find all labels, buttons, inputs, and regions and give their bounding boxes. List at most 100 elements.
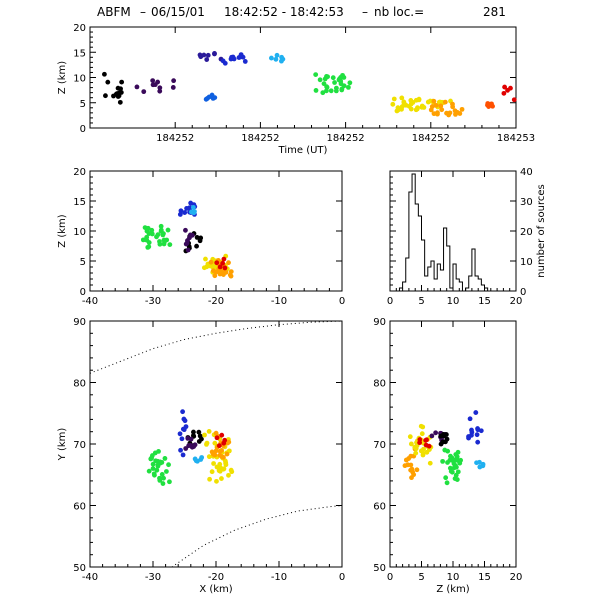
x_z-ytick-label: 10 bbox=[73, 227, 86, 238]
plan_view-source-point bbox=[212, 440, 218, 446]
title-time-range: 18:42:52 - 18:42:53 bbox=[224, 5, 344, 19]
z_y-source-point bbox=[440, 458, 446, 464]
plan_view-source-point bbox=[224, 451, 230, 457]
x_z-source-point bbox=[184, 206, 189, 211]
time_height-xtick-label: 184252 bbox=[327, 133, 365, 144]
time_height-source-point bbox=[150, 82, 156, 88]
time_height-source-point bbox=[273, 56, 279, 62]
x_z-source-point bbox=[149, 227, 155, 233]
time_height-source-point bbox=[279, 54, 285, 60]
time_height-source-point bbox=[212, 51, 217, 57]
z_y-source-point bbox=[426, 443, 432, 449]
x_z-source-point bbox=[194, 243, 199, 249]
x_z-source-point bbox=[208, 259, 214, 265]
z_y-xlabel: Z (km) bbox=[436, 584, 469, 595]
plan_view-source-point bbox=[159, 471, 165, 477]
time_height-source-point bbox=[114, 91, 120, 97]
time_height-source-point bbox=[313, 72, 319, 77]
plan_view-source-point bbox=[199, 455, 205, 460]
time_height-source-point bbox=[421, 105, 427, 110]
x_z-source-point bbox=[204, 264, 210, 270]
plan_view-source-point bbox=[217, 468, 223, 474]
z_y-points bbox=[402, 410, 486, 486]
plan_view-xlabel: X (km) bbox=[199, 584, 232, 595]
height_histogram-ytick-label: 30 bbox=[520, 197, 533, 208]
plan_view-source-point bbox=[190, 433, 196, 439]
time_height-source-point bbox=[439, 107, 445, 113]
plan_view-source-point bbox=[153, 458, 159, 464]
time_height-points bbox=[102, 51, 517, 118]
z_y-source-point bbox=[455, 449, 461, 455]
x_z-source-point bbox=[178, 208, 184, 214]
plan_view-source-point bbox=[214, 478, 219, 484]
x_z-source-point bbox=[158, 223, 164, 229]
x_z-ytick-label: 5 bbox=[80, 257, 86, 268]
time_height-source-point bbox=[340, 72, 345, 78]
x_z-source-point bbox=[160, 232, 166, 238]
plan_view-source-point bbox=[222, 458, 228, 464]
z_y-source-point bbox=[467, 416, 473, 422]
x_z-source-point bbox=[184, 240, 190, 246]
z_y-source-point bbox=[475, 439, 481, 445]
time_height-source-point bbox=[157, 88, 163, 94]
time_height-source-point bbox=[490, 103, 495, 109]
time_height-source-point bbox=[201, 52, 207, 58]
z_y-xtick-label: 15 bbox=[478, 572, 491, 583]
time_height-source-point bbox=[103, 93, 108, 99]
time_height-source-point bbox=[394, 108, 400, 114]
z_y-source-point bbox=[438, 441, 444, 447]
x_z-ylabel: Z (km) bbox=[57, 214, 68, 247]
x_z-source-point bbox=[228, 269, 234, 274]
histogram-step-line bbox=[390, 173, 491, 292]
plan_view-source-point bbox=[206, 454, 212, 460]
x_z-source-point bbox=[185, 247, 191, 253]
time_height-source-point bbox=[171, 78, 177, 84]
x_z-source-point bbox=[183, 227, 188, 233]
z_y-source-point bbox=[447, 457, 453, 463]
x_z-source-point bbox=[194, 235, 200, 240]
z_y-source-point bbox=[455, 458, 461, 463]
z_y-source-point bbox=[408, 453, 414, 459]
plan_view-source-point bbox=[160, 481, 166, 486]
plan_view-source-point bbox=[219, 448, 225, 453]
plan_view-source-point bbox=[213, 430, 219, 436]
z_y-frame bbox=[389, 320, 517, 568]
plan_view-source-point bbox=[214, 435, 220, 441]
plan_view-source-point bbox=[192, 456, 198, 462]
range-ring bbox=[89, 320, 343, 374]
plan_view-source-point bbox=[167, 479, 172, 485]
z_y-ytick-label: 80 bbox=[373, 379, 386, 390]
x_z-ytick-label: 20 bbox=[73, 167, 86, 178]
plan_view-source-point bbox=[222, 437, 228, 443]
x_z-axes: -40 -30 -20 -10 0 0 5 10 15 20 Z (km) bbox=[57, 167, 345, 307]
time_height-ytick-label: 10 bbox=[73, 74, 86, 85]
z_y-source-point bbox=[477, 459, 482, 465]
x_z-xtick-label: -10 bbox=[271, 296, 287, 307]
plan_view-ytick-label: 60 bbox=[73, 502, 86, 513]
z_y-source-point bbox=[454, 477, 460, 482]
z_y-source-point bbox=[443, 475, 449, 481]
time_height-source-point bbox=[105, 79, 111, 85]
title-sep-1: – bbox=[140, 5, 146, 19]
plan_view-source-point bbox=[217, 452, 223, 458]
height_histogram-ylabel: number of sources bbox=[536, 184, 547, 277]
time_height-ytick-label: 5 bbox=[80, 99, 86, 110]
plan_view-source-point bbox=[209, 469, 215, 475]
z_y-source-point bbox=[426, 447, 432, 452]
plan_view-source-point bbox=[181, 416, 187, 422]
x_z-source-point bbox=[142, 225, 148, 231]
time_height-ytick-label: 0 bbox=[80, 124, 86, 135]
plan_view-source-point bbox=[179, 436, 185, 442]
height_histogram-xtick-label: 0 bbox=[387, 296, 393, 307]
plan_view-source-point bbox=[199, 436, 204, 442]
time_height-source-point bbox=[431, 98, 437, 104]
time_height-source-point bbox=[205, 52, 211, 58]
z_y-xtick-label: 5 bbox=[418, 572, 424, 583]
plan_view-source-point bbox=[196, 429, 202, 435]
plan_view-source-point bbox=[188, 436, 194, 442]
z_y-ytick-label: 70 bbox=[373, 440, 386, 451]
z_y-source-point bbox=[445, 448, 451, 454]
time_height-source-point bbox=[511, 97, 517, 103]
plan_view-source-point bbox=[157, 459, 163, 465]
z_y-source-point bbox=[473, 410, 479, 415]
